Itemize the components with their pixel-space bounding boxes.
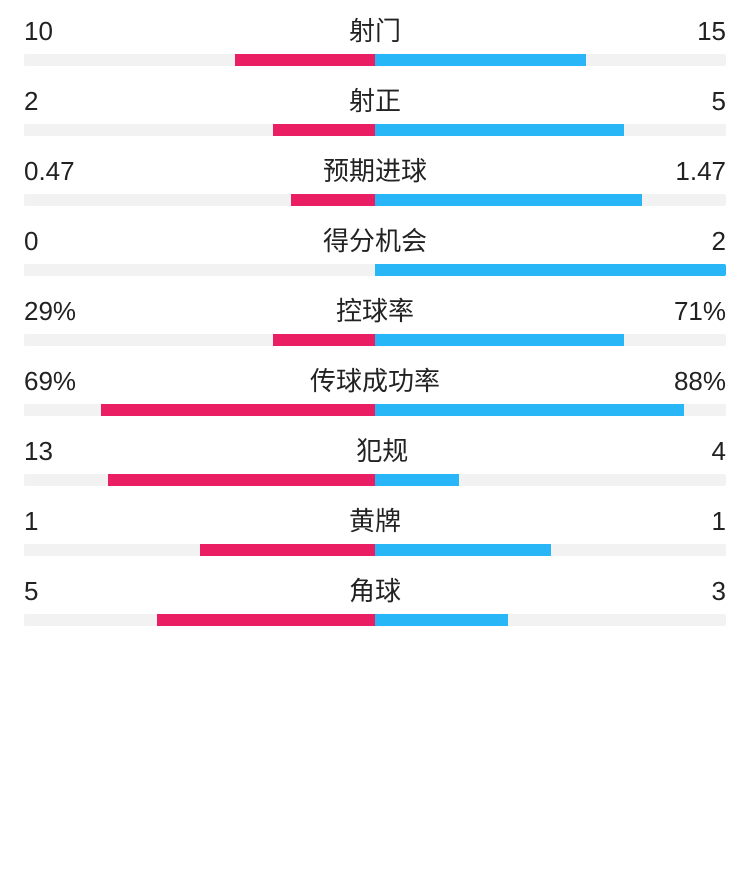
stat-value-right: 15 (697, 18, 726, 44)
stat-label: 得分机会 (38, 228, 711, 254)
bar-fill-left (273, 124, 375, 136)
stat-header: 13犯规4 (24, 438, 726, 464)
bar-half-right (375, 404, 726, 416)
bar-fill-right (375, 194, 642, 206)
bar-half-left (24, 474, 375, 486)
stat-bar-track (24, 264, 726, 276)
stat-value-right: 71% (674, 298, 726, 324)
stat-header: 69%传球成功率88% (24, 368, 726, 394)
stat-value-left: 0 (24, 228, 38, 254)
stat-bar-track (24, 404, 726, 416)
stat-value-right: 1 (712, 508, 726, 534)
stat-bar-track (24, 614, 726, 626)
match-stats-container: 10射门152射正50.47预期进球1.470得分机会229%控球率71%69%… (0, 0, 750, 630)
bar-fill-right (375, 544, 551, 556)
bar-half-right (375, 334, 726, 346)
stat-row: 0.47预期进球1.47 (24, 140, 726, 210)
stat-bar-track (24, 54, 726, 66)
bar-fill-right (375, 264, 726, 276)
bar-half-left (24, 54, 375, 66)
bar-fill-left (108, 474, 375, 486)
stat-value-right: 4 (712, 438, 726, 464)
stat-value-right: 5 (712, 88, 726, 114)
stat-bar-track (24, 194, 726, 206)
bar-half-left (24, 194, 375, 206)
bar-fill-right (375, 404, 684, 416)
bar-half-right (375, 544, 726, 556)
stat-value-right: 3 (712, 578, 726, 604)
stat-value-left: 0.47 (24, 158, 75, 184)
stat-bar-track (24, 474, 726, 486)
stat-row: 13犯规4 (24, 420, 726, 490)
stat-value-right: 1.47 (675, 158, 726, 184)
bar-fill-left (291, 194, 375, 206)
stat-row: 69%传球成功率88% (24, 350, 726, 420)
stat-label: 射正 (38, 88, 711, 114)
stat-header: 0得分机会2 (24, 228, 726, 254)
stat-row: 29%控球率71% (24, 280, 726, 350)
stat-header: 10射门15 (24, 18, 726, 44)
stat-bar-track (24, 544, 726, 556)
stat-value-left: 2 (24, 88, 38, 114)
stat-value-left: 29% (24, 298, 76, 324)
stat-value-left: 13 (24, 438, 53, 464)
stat-value-left: 69% (24, 368, 76, 394)
bar-fill-left (200, 544, 376, 556)
bar-fill-left (273, 334, 375, 346)
bar-fill-left (157, 614, 375, 626)
bar-half-left (24, 334, 375, 346)
stat-value-left: 5 (24, 578, 38, 604)
stat-bar-track (24, 124, 726, 136)
bar-half-right (375, 474, 726, 486)
stat-row: 5角球3 (24, 560, 726, 630)
bar-fill-right (375, 54, 586, 66)
bar-half-right (375, 614, 726, 626)
bar-half-left (24, 404, 375, 416)
stat-value-right: 88% (674, 368, 726, 394)
stat-row: 2射正5 (24, 70, 726, 140)
stat-label: 黄牌 (38, 508, 711, 534)
stat-label: 预期进球 (75, 158, 676, 184)
stat-label: 控球率 (76, 298, 674, 324)
bar-half-left (24, 124, 375, 136)
stat-row: 10射门15 (24, 0, 726, 70)
stat-label: 射门 (53, 18, 697, 44)
bar-half-right (375, 194, 726, 206)
stat-value-right: 2 (712, 228, 726, 254)
bar-fill-left (101, 404, 375, 416)
bar-fill-right (375, 474, 459, 486)
stat-label: 传球成功率 (76, 368, 674, 394)
bar-half-right (375, 54, 726, 66)
stat-row: 0得分机会2 (24, 210, 726, 280)
stat-header: 2射正5 (24, 88, 726, 114)
bar-half-right (375, 264, 726, 276)
stat-row: 1黄牌1 (24, 490, 726, 560)
stat-header: 5角球3 (24, 578, 726, 604)
bar-fill-right (375, 124, 624, 136)
bar-half-right (375, 124, 726, 136)
stat-value-left: 1 (24, 508, 38, 534)
stat-value-left: 10 (24, 18, 53, 44)
stat-label: 犯规 (53, 438, 712, 464)
bar-half-left (24, 264, 375, 276)
stat-header: 1黄牌1 (24, 508, 726, 534)
bar-half-left (24, 614, 375, 626)
bar-fill-left (235, 54, 375, 66)
bar-fill-right (375, 614, 508, 626)
stat-bar-track (24, 334, 726, 346)
stat-header: 29%控球率71% (24, 298, 726, 324)
bar-half-left (24, 544, 375, 556)
stat-label: 角球 (38, 578, 711, 604)
stat-header: 0.47预期进球1.47 (24, 158, 726, 184)
bar-fill-right (375, 334, 624, 346)
